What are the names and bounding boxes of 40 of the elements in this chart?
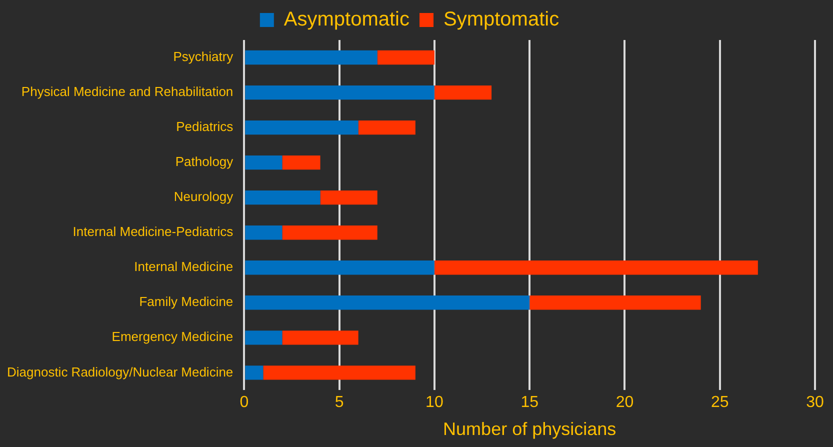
bar	[434, 260, 758, 275]
bar	[282, 226, 378, 240]
bar	[282, 155, 320, 170]
legend-label: Symptomatic	[444, 8, 560, 31]
y-tick-label: Physical Medicine and Rehabilitation	[21, 84, 234, 100]
bar	[245, 260, 434, 275]
bar	[245, 85, 434, 100]
y-tick-label: Diagnostic Radiology/Nuclear Medicine	[6, 364, 234, 380]
bar	[245, 330, 282, 345]
bar	[263, 366, 416, 380]
y-tick-label: Internal Medicine-Pediatrics	[72, 224, 234, 240]
y-tick-label: Pediatrics	[176, 119, 234, 134]
legend-label: Asymptomatic	[284, 8, 410, 31]
y-tick-label: Family Medicine	[139, 294, 234, 310]
bar	[245, 190, 320, 205]
x-tick-label: 20	[616, 394, 634, 412]
x-axis-title: Number of physicians	[443, 419, 616, 440]
bar	[245, 226, 282, 240]
y-tick-label: Internal Medicine	[134, 259, 234, 274]
y-tick-label: Psychiatry	[173, 49, 234, 64]
y-tick-label: Neurology	[174, 189, 234, 204]
bar	[320, 190, 378, 205]
bar	[377, 50, 434, 65]
bar	[358, 120, 416, 135]
x-tick-label: 5	[334, 394, 344, 412]
bar	[245, 296, 530, 310]
x-tick-label: 30	[806, 394, 824, 412]
x-tick-label: 15	[520, 394, 539, 412]
bar	[245, 50, 378, 65]
bar	[434, 85, 492, 100]
y-tick-label: Emergency Medicine	[112, 329, 234, 344]
x-tick-label: 10	[426, 394, 444, 412]
bar	[245, 120, 358, 135]
bar	[530, 296, 701, 310]
bar	[245, 366, 264, 380]
bar	[245, 155, 282, 170]
x-tick-label: 25	[710, 394, 729, 412]
bar	[282, 330, 358, 345]
y-tick-label: Pathology	[175, 154, 234, 170]
x-tick-label: 0	[240, 394, 249, 412]
